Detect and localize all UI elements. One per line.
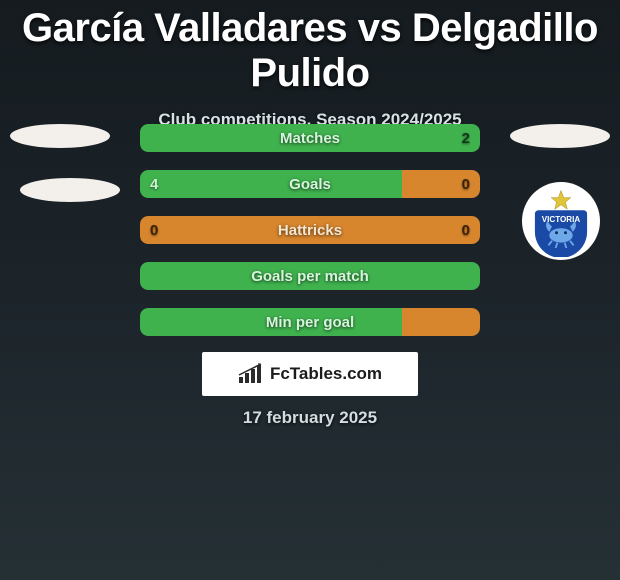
stat-bar-left: 4 <box>140 170 402 198</box>
crest-svg: VICTORIA <box>525 185 597 257</box>
stat-bar-row: Goals per match <box>140 262 480 290</box>
stat-bar-right <box>402 308 480 336</box>
brand-box: FcTables.com <box>202 352 418 396</box>
stat-bar-left <box>140 262 310 290</box>
bar-chart-icon <box>238 363 264 385</box>
stat-value-right: 0 <box>452 176 480 193</box>
stat-bar-left <box>140 124 310 152</box>
player2-badge-oval-top <box>510 124 610 148</box>
stat-bar-right <box>310 262 480 290</box>
stat-bar-right: 0 <box>310 216 480 244</box>
brand-text: FcTables.com <box>270 364 382 384</box>
stat-bar-row: 2Matches <box>140 124 480 152</box>
stat-bar-left <box>140 308 402 336</box>
stat-bars: 2Matches40Goals00HattricksGoals per matc… <box>140 124 480 354</box>
player1-badge-oval-top <box>10 124 110 148</box>
stat-bar-row: Min per goal <box>140 308 480 336</box>
player1-badge-oval-bottom <box>20 178 120 202</box>
stat-bar-left: 0 <box>140 216 310 244</box>
stat-bar-row: 00Hattricks <box>140 216 480 244</box>
player2-club-crest: VICTORIA <box>522 182 600 260</box>
page-title: García Valladares vs Delgadillo Pulido <box>0 0 620 96</box>
stat-value-left: 0 <box>140 222 168 239</box>
stat-bar-right: 2 <box>310 124 480 152</box>
stat-bar-row: 40Goals <box>140 170 480 198</box>
stat-bar-right: 0 <box>402 170 480 198</box>
stat-value-right: 0 <box>452 222 480 239</box>
stat-value-left: 4 <box>140 176 168 193</box>
date-label: 17 february 2025 <box>0 408 620 428</box>
crest-star-icon <box>551 190 571 209</box>
stat-value-right: 2 <box>452 130 480 147</box>
